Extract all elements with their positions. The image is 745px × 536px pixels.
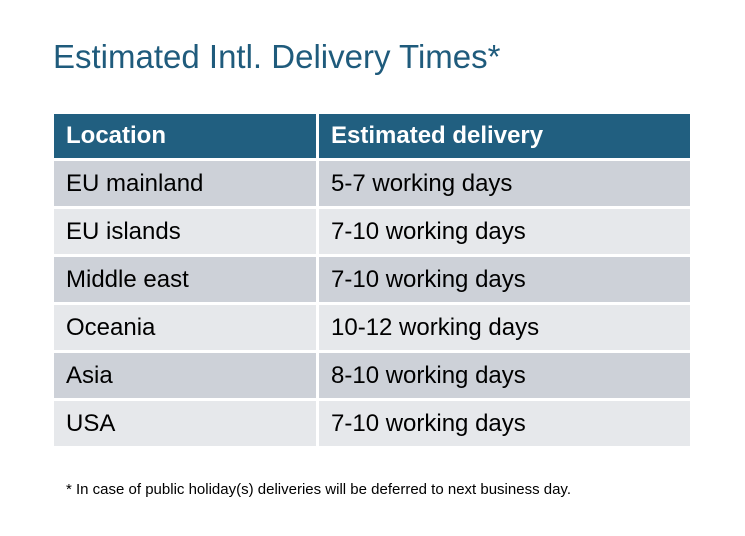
table-row: USA 7-10 working days xyxy=(54,401,690,446)
column-header-location: Location xyxy=(54,114,316,158)
table-row: EU mainland 5-7 working days xyxy=(54,161,690,206)
delivery-cell: 7-10 working days xyxy=(319,401,690,446)
table-row: Oceania 10-12 working days xyxy=(54,305,690,350)
delivery-cell: 7-10 working days xyxy=(319,257,690,302)
delivery-cell: 5-7 working days xyxy=(319,161,690,206)
table-row: Asia 8-10 working days xyxy=(54,353,690,398)
delivery-cell: 8-10 working days xyxy=(319,353,690,398)
footnote: * In case of public holiday(s) deliverie… xyxy=(66,481,571,498)
location-cell: EU islands xyxy=(54,209,316,254)
delivery-times-table: Location Estimated delivery EU mainland … xyxy=(51,111,693,449)
location-cell: Oceania xyxy=(54,305,316,350)
delivery-cell: 10-12 working days xyxy=(319,305,690,350)
location-cell: Asia xyxy=(54,353,316,398)
table-header-row: Location Estimated delivery xyxy=(54,114,690,158)
location-cell: USA xyxy=(54,401,316,446)
location-cell: EU mainland xyxy=(54,161,316,206)
table-row: Middle east 7-10 working days xyxy=(54,257,690,302)
page-title: Estimated Intl. Delivery Times* xyxy=(53,38,501,75)
delivery-cell: 7-10 working days xyxy=(319,209,690,254)
column-header-estimated-delivery: Estimated delivery xyxy=(319,114,690,158)
table-row: EU islands 7-10 working days xyxy=(54,209,690,254)
location-cell: Middle east xyxy=(54,257,316,302)
